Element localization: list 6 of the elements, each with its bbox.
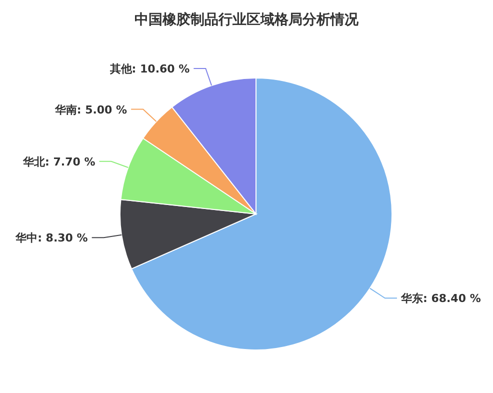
- slice-label: 华北: 7.70 %: [22, 155, 96, 168]
- chart-title: 中国橡胶制品行业区域格局分析情况: [134, 11, 360, 28]
- slice-label: 其他: 10.60 %: [108, 62, 190, 76]
- slice-label: 华南: 5.00 %: [54, 103, 128, 116]
- slice-label: 华东: 68.40 %: [400, 292, 481, 306]
- slice-label: 华中: 8.30 %: [14, 232, 88, 245]
